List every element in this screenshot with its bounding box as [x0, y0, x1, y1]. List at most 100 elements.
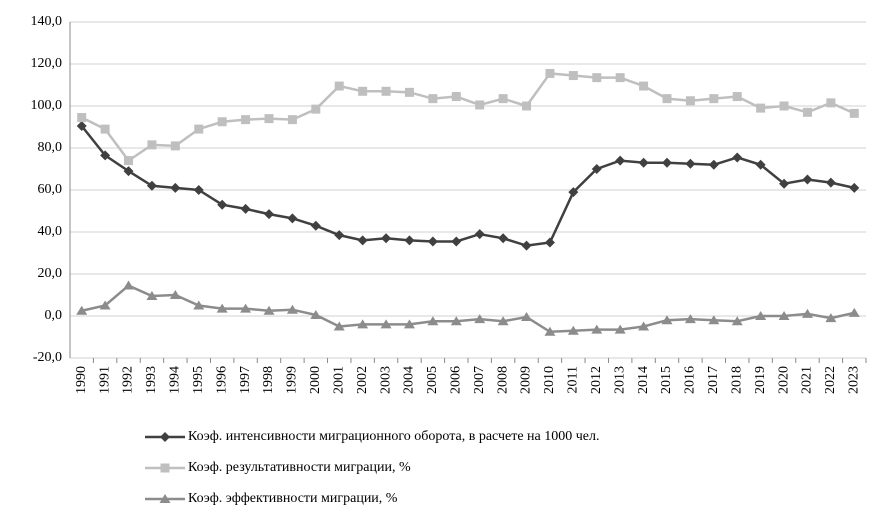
y-tick-label: 0,0 [45, 308, 63, 323]
data-point [357, 235, 368, 246]
data-point [264, 114, 274, 124]
x-tick-label: 2002 [355, 366, 370, 394]
data-point [263, 305, 275, 315]
data-point [146, 180, 157, 191]
x-tick-label: 1995 [191, 366, 206, 394]
data-point [240, 203, 251, 214]
y-tick-label: 120,0 [31, 56, 63, 71]
data-point [662, 94, 672, 104]
x-tick-label: 1997 [238, 366, 253, 394]
x-tick-label: 1992 [121, 366, 136, 394]
x-tick-label: 1990 [74, 366, 89, 394]
data-point [427, 316, 439, 326]
data-point [334, 81, 344, 91]
data-point [217, 117, 227, 127]
data-point [497, 316, 509, 326]
data-point [403, 319, 415, 329]
data-point [381, 86, 391, 96]
x-tick-label: 2015 [659, 366, 674, 394]
data-point [333, 321, 345, 331]
data-point [310, 220, 321, 231]
data-point [169, 290, 181, 299]
data-point [709, 94, 719, 104]
x-tick-label: 2012 [589, 366, 604, 394]
data-point [357, 319, 369, 329]
data-point [685, 158, 696, 169]
data-point [591, 164, 602, 174]
data-point [76, 305, 88, 315]
data-point [802, 174, 813, 185]
data-point [310, 309, 322, 319]
data-point [451, 236, 462, 247]
data-point [755, 311, 767, 320]
data-point [428, 94, 438, 104]
x-tick-label: 2008 [495, 366, 510, 394]
data-point [358, 86, 368, 96]
data-point [801, 308, 813, 318]
y-tick-label: 100,0 [31, 98, 63, 113]
data-point [568, 187, 579, 198]
data-point [826, 98, 836, 108]
data-point [756, 103, 766, 113]
y-tick-label: 60,0 [38, 182, 63, 197]
series-line [80, 125, 855, 247]
data-point [849, 108, 859, 118]
data-point [147, 140, 157, 150]
data-point [849, 182, 860, 193]
data-point [614, 324, 626, 334]
data-point [568, 71, 578, 81]
x-tick-label: 2018 [729, 366, 744, 394]
x-tick-label: 2004 [402, 366, 417, 394]
x-tick-label: 1993 [144, 366, 159, 394]
data-point [450, 316, 462, 326]
x-tick-label: 2006 [449, 366, 464, 394]
data-point [404, 87, 414, 97]
data-point [474, 229, 485, 240]
data-point [685, 96, 695, 106]
data-point [474, 314, 486, 324]
x-tick-label: 1999 [285, 366, 300, 394]
data-point [545, 68, 555, 78]
data-point [170, 141, 180, 151]
data-point [592, 73, 602, 83]
data-point [732, 152, 743, 163]
data-point [100, 150, 111, 161]
data-point [521, 240, 532, 251]
data-point [662, 157, 672, 168]
x-tick-label: 2009 [519, 366, 534, 394]
series-line [81, 284, 855, 334]
data-point [591, 324, 603, 334]
x-tick-label: 2020 [776, 366, 791, 394]
y-tick-label: 20,0 [38, 266, 63, 281]
y-tick-label: 40,0 [38, 224, 63, 239]
x-tick-label: 2016 [683, 366, 698, 394]
data-point [311, 104, 321, 114]
data-point [264, 209, 274, 220]
data-point [567, 325, 579, 335]
y-tick-label: -20,0 [33, 350, 62, 365]
data-point [755, 159, 766, 170]
data-point [194, 124, 204, 134]
data-point [661, 315, 673, 325]
data-point [76, 120, 87, 131]
legend-marker [160, 432, 170, 442]
y-tick-label: 140,0 [31, 14, 63, 29]
data-point [216, 303, 228, 313]
data-point [475, 100, 485, 110]
legend-label: Коэф. результативности миграции, % [188, 460, 411, 475]
x-tick-label: 1998 [261, 366, 276, 394]
data-point [334, 230, 345, 241]
legend-label: Коэф. интенсивности миграционного оборот… [188, 429, 600, 444]
data-point [381, 233, 392, 244]
x-tick-label: 2003 [378, 366, 393, 394]
x-tick-label: 1991 [97, 366, 112, 394]
data-point [615, 155, 626, 166]
data-point [404, 235, 415, 246]
legend-marker [159, 494, 171, 503]
data-point [427, 236, 438, 247]
x-tick-label: 1994 [168, 366, 183, 394]
x-tick-label: 2019 [753, 366, 768, 394]
data-point [498, 94, 508, 104]
data-point [708, 315, 720, 325]
